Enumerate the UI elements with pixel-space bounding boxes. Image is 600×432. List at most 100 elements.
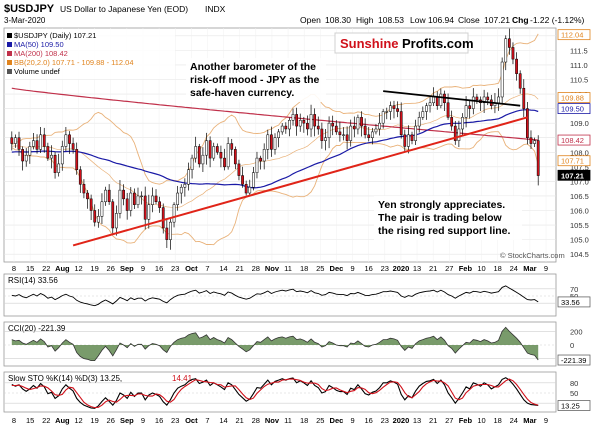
sto-panel [3, 371, 557, 413]
price-candle [342, 127, 345, 141]
candle-body [309, 114, 313, 130]
x-tick-label: 18 [493, 264, 501, 273]
exchange-label: INDX [205, 4, 226, 14]
price-candle [407, 125, 410, 154]
candle-body [518, 73, 522, 89]
price-badge [557, 134, 591, 146]
price-badge [557, 29, 591, 41]
price-candle [194, 136, 198, 163]
candle-body [392, 105, 396, 109]
annotation-barometer-line3: safe-haven currency. [190, 87, 294, 99]
price-candle [518, 70, 522, 94]
candle-body [417, 117, 421, 127]
candle-body [280, 125, 284, 133]
x-tick-label: 12 [74, 264, 82, 273]
price-candle [255, 151, 259, 179]
candle-body [320, 128, 324, 141]
x-tick-label-bottom: 24 [510, 416, 518, 425]
price-candle [100, 193, 104, 224]
candle-body [32, 140, 35, 147]
price-candle [367, 126, 371, 142]
price-badge [557, 92, 591, 103]
x-tick-label-bottom: 14 [219, 416, 227, 425]
legend-ma50: MA(50) 109.50 [14, 40, 64, 49]
candle-body [86, 192, 89, 200]
candle-body [446, 102, 450, 118]
candle-body [374, 128, 378, 133]
price-candle [158, 196, 161, 213]
close-label: Close [458, 15, 480, 25]
candle-body [46, 146, 50, 159]
x-tick-label-bottom: 23 [171, 416, 179, 425]
candle-body [370, 131, 374, 138]
candle-body [125, 198, 129, 211]
price-candle [161, 203, 165, 234]
candle-body [407, 134, 410, 147]
price-candle [251, 167, 255, 191]
price-candle [114, 205, 118, 236]
candle-body [107, 189, 111, 203]
candle-body [277, 131, 280, 138]
ohlc-readout: Open 108.30 High 108.53 Low 106.94 Close… [300, 15, 584, 25]
price-candle [190, 154, 194, 179]
candle-body [529, 137, 533, 144]
candle-body [389, 105, 392, 112]
x-tick-label-bottom: 16 [155, 416, 163, 425]
candle-body [215, 146, 219, 153]
price-candle [215, 143, 219, 155]
price-candle [140, 191, 143, 205]
price-candle [42, 127, 46, 153]
symbol-description: US Dollar to Japanese Yen (EOD) [60, 4, 188, 14]
candle-body [251, 172, 255, 188]
candle-body [39, 134, 43, 150]
x-tick-label: Dec [330, 264, 344, 273]
price-candle [82, 179, 86, 199]
candle-body [291, 114, 295, 121]
candle-body [461, 117, 464, 130]
candle-body [342, 134, 345, 136]
candle-body [237, 163, 241, 176]
candle-body [114, 213, 118, 229]
price-candle [201, 147, 205, 172]
candle-body [14, 137, 17, 144]
candle-body [475, 96, 479, 101]
candle-body [133, 192, 136, 205]
candle-body [497, 96, 500, 104]
price-candle [428, 96, 432, 113]
price-badge-label: 107.71 [561, 157, 584, 166]
candle-body [158, 201, 161, 208]
price-candle [183, 178, 187, 197]
candle-body [28, 146, 32, 156]
osc-badge [557, 400, 591, 411]
candle-body [266, 134, 270, 150]
price-candle [389, 101, 392, 120]
price-candle [511, 42, 515, 65]
price-candle [334, 120, 338, 135]
price-candle [349, 119, 353, 147]
price-candle [53, 151, 57, 179]
x-axis-labels-bottom: 8 15 22 Aug 12 19 26 Sep 9 16 23 Oct 7 14 21 28 Nov 11 18 2… [12, 416, 548, 425]
candle-body [230, 143, 234, 150]
candle-body [172, 204, 176, 223]
candle-body [165, 227, 169, 240]
candle-body [205, 140, 208, 156]
candle-body [432, 96, 436, 104]
low-value: 106.94 [428, 15, 454, 25]
candle-body [161, 207, 165, 229]
price-candle [237, 159, 241, 181]
candle-body [471, 96, 475, 109]
price-candles [10, 28, 540, 250]
candle-body [367, 134, 371, 138]
candle-body [147, 204, 151, 220]
chg-value: -1.22 (-1.12%) [530, 15, 584, 25]
candle-body [262, 149, 266, 162]
osc-line-1 [11, 378, 539, 409]
osc-badge-label: -221.39 [561, 356, 586, 365]
osc-line-0 [11, 326, 539, 361]
candle-body [352, 125, 356, 130]
candle-body [334, 125, 338, 133]
price-candle [302, 116, 306, 133]
x-tick-label-bottom: 19 [90, 416, 98, 425]
candle-body [457, 128, 461, 141]
candle-body [151, 195, 154, 205]
